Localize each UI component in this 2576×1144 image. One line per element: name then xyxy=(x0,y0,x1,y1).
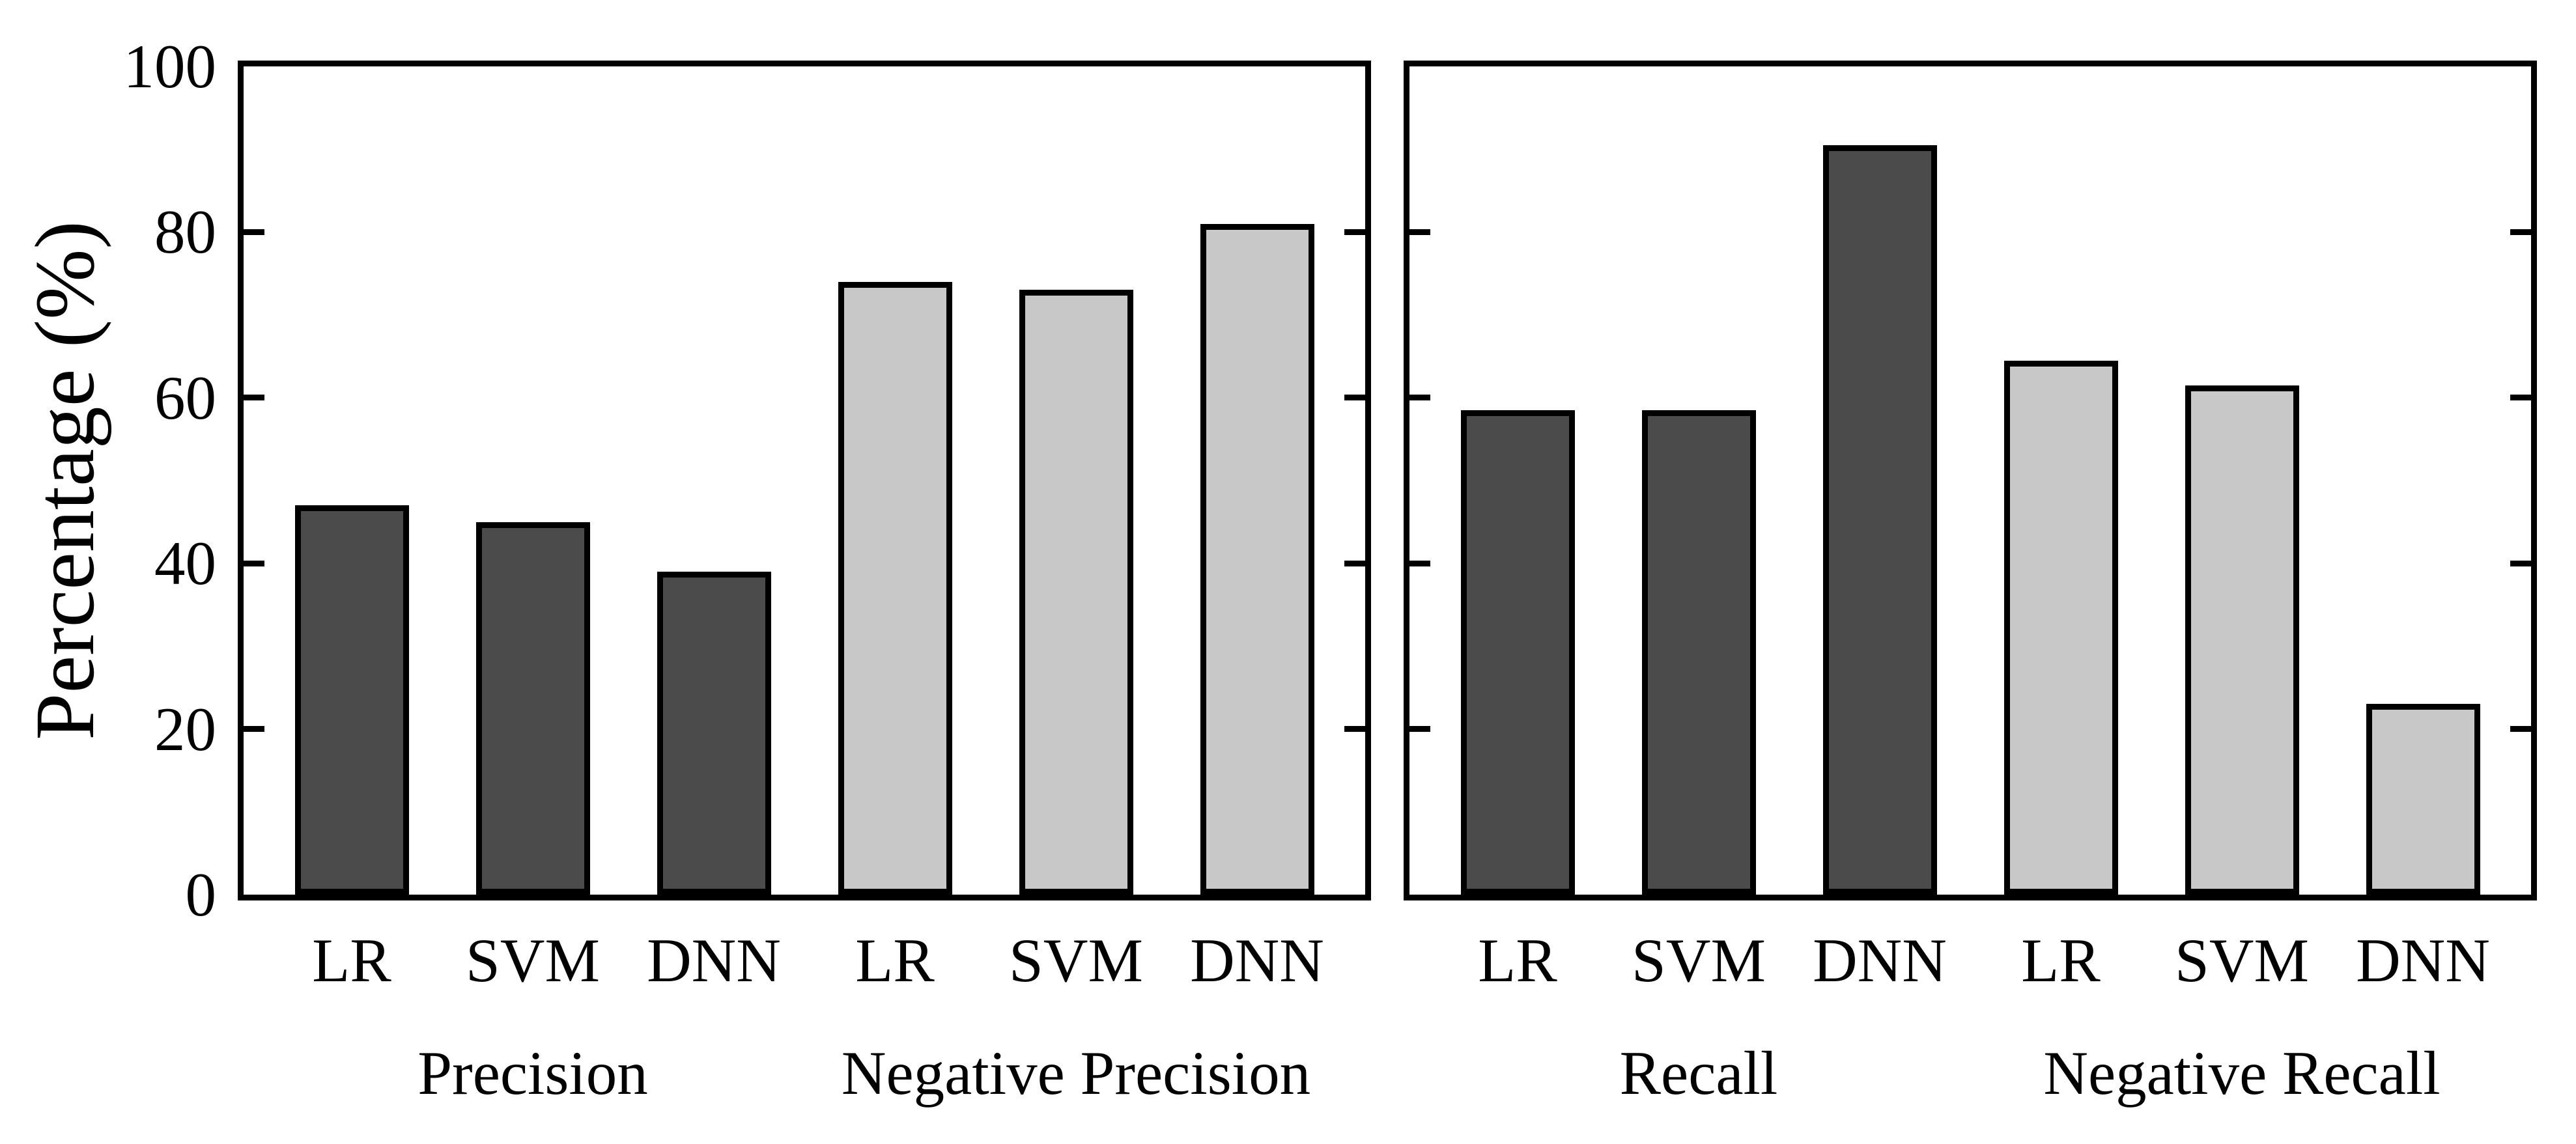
y-tick-mark-left-80 xyxy=(1409,229,1430,235)
y-tick-mark-right-80 xyxy=(2510,229,2531,235)
y-tick-mark-left-20 xyxy=(1409,726,1430,732)
y-tick-mark-right-80 xyxy=(1344,229,1365,235)
bar-negative-precision-svm xyxy=(1019,290,1133,895)
bar-precision-svm xyxy=(475,522,590,895)
bar-recall-dnn xyxy=(1822,145,1937,895)
x-tick-label-precision-svm: SVM xyxy=(466,926,600,995)
subplot-recall xyxy=(1404,61,2537,900)
y-tick-label-20: 20 xyxy=(154,694,216,764)
y-tick-mark-right-40 xyxy=(2510,560,2531,566)
x-tick-label-recall-lr: LR xyxy=(1478,926,1557,995)
subplot-precision xyxy=(238,61,1371,900)
bar-precision-lr xyxy=(294,505,409,895)
y-tick-label-80: 80 xyxy=(154,197,216,267)
group-label-negative-recall: Negative Recall xyxy=(2043,1039,2441,1108)
y-tick-mark-left-40 xyxy=(1409,560,1430,566)
bar-negative-precision-dnn xyxy=(1200,224,1314,895)
bar-negative-precision-lr xyxy=(838,282,952,895)
group-label-negative-precision: Negative Precision xyxy=(841,1039,1311,1108)
y-tick-label-60: 60 xyxy=(154,363,216,432)
group-label-recall: Recall xyxy=(1619,1039,1778,1108)
y-axis-label: Percentage (%) xyxy=(18,221,112,740)
x-tick-label-negative-recall-dnn: DNN xyxy=(2356,926,2490,995)
y-tick-mark-left-20 xyxy=(244,726,264,732)
bar-negative-recall-lr xyxy=(2003,361,2118,895)
y-tick-mark-right-60 xyxy=(2510,395,2531,401)
x-tick-label-negative-precision-svm: SVM xyxy=(1009,926,1143,995)
x-tick-label-negative-recall-lr: LR xyxy=(2021,926,2101,995)
group-label-precision: Precision xyxy=(418,1039,648,1108)
y-tick-label-40: 40 xyxy=(154,529,216,598)
x-tick-label-precision-dnn: DNN xyxy=(647,926,781,995)
bar-recall-svm xyxy=(1641,410,1756,895)
x-tick-label-precision-lr: LR xyxy=(312,926,391,995)
y-tick-mark-right-60 xyxy=(1344,395,1365,401)
y-tick-label-100: 100 xyxy=(123,32,217,101)
y-tick-mark-right-40 xyxy=(1344,560,1365,566)
x-tick-label-recall-svm: SVM xyxy=(1632,926,1766,995)
x-tick-label-recall-dnn: DNN xyxy=(1813,926,1947,995)
x-tick-label-negative-precision-dnn: DNN xyxy=(1190,926,1324,995)
y-tick-mark-right-20 xyxy=(1344,726,1365,732)
x-tick-label-negative-precision-lr: LR xyxy=(855,926,935,995)
bar-negative-recall-svm xyxy=(2185,385,2299,895)
y-tick-mark-left-40 xyxy=(244,560,264,566)
y-tick-mark-left-80 xyxy=(244,229,264,235)
bar-precision-dnn xyxy=(657,572,771,895)
x-tick-label-negative-recall-svm: SVM xyxy=(2175,926,2309,995)
y-tick-label-0: 0 xyxy=(185,860,217,929)
bar-negative-recall-dnn xyxy=(2366,704,2480,895)
y-tick-mark-left-60 xyxy=(1409,395,1430,401)
y-tick-mark-right-20 xyxy=(2510,726,2531,732)
bar-recall-lr xyxy=(1460,410,1575,895)
y-tick-mark-left-60 xyxy=(244,395,264,401)
